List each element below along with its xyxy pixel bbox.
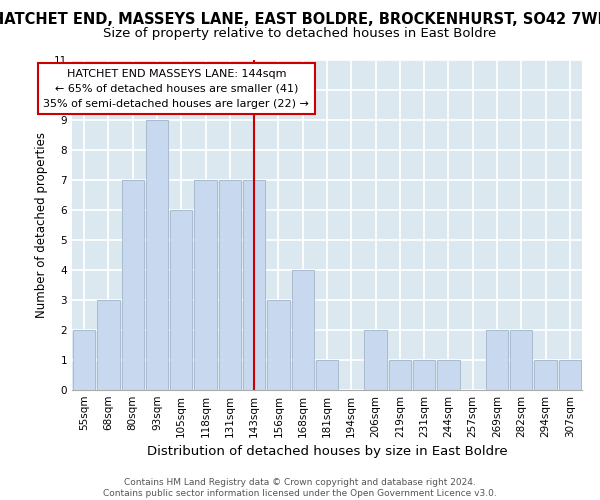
Bar: [146, 120, 168, 390]
Y-axis label: Number of detached properties: Number of detached properties: [35, 132, 49, 318]
Bar: [486, 330, 508, 390]
Text: Contains HM Land Registry data © Crown copyright and database right 2024.
Contai: Contains HM Land Registry data © Crown c…: [103, 478, 497, 498]
Bar: [292, 270, 314, 390]
Bar: [243, 180, 265, 390]
Bar: [559, 360, 581, 390]
Bar: [218, 180, 241, 390]
Bar: [194, 180, 217, 390]
Bar: [437, 360, 460, 390]
Bar: [316, 360, 338, 390]
Bar: [413, 360, 436, 390]
Text: HATCHET END, MASSEYS LANE, EAST BOLDRE, BROCKENHURST, SO42 7WE: HATCHET END, MASSEYS LANE, EAST BOLDRE, …: [0, 12, 600, 28]
Bar: [389, 360, 411, 390]
Text: Size of property relative to detached houses in East Boldre: Size of property relative to detached ho…: [103, 28, 497, 40]
Bar: [510, 330, 532, 390]
Bar: [73, 330, 95, 390]
Text: HATCHET END MASSEYS LANE: 144sqm
← 65% of detached houses are smaller (41)
35% o: HATCHET END MASSEYS LANE: 144sqm ← 65% o…: [43, 69, 310, 108]
Bar: [97, 300, 119, 390]
Bar: [170, 210, 193, 390]
Bar: [267, 300, 290, 390]
Bar: [122, 180, 144, 390]
Bar: [535, 360, 557, 390]
Bar: [364, 330, 387, 390]
X-axis label: Distribution of detached houses by size in East Boldre: Distribution of detached houses by size …: [146, 446, 508, 458]
